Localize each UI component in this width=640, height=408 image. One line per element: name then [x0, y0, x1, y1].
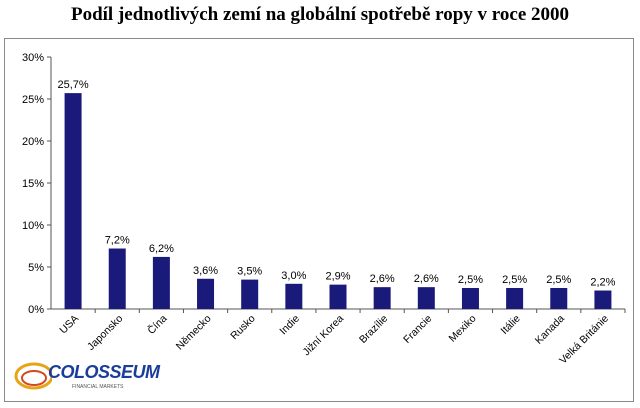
bar [108, 248, 126, 309]
data-label: 3,5% [237, 266, 262, 278]
category-label: Francie [401, 313, 434, 346]
category-label: USA [57, 313, 81, 337]
data-label: 6,2% [149, 243, 174, 255]
y-tick-label: 15% [22, 178, 44, 190]
data-label: 2,6% [414, 273, 439, 285]
category-label: Japonsko [85, 313, 125, 353]
data-label: 2,5% [502, 274, 527, 286]
bar [329, 284, 347, 309]
data-label: 7,2% [105, 235, 130, 247]
bar [461, 288, 479, 309]
category-label: Rusko [228, 313, 258, 343]
colosseum-logo: COLOSSEUM FINANCIAL MARKETS [12, 358, 162, 398]
category-label: Kanada [533, 313, 567, 347]
bar [197, 278, 215, 309]
y-tick-label: 10% [22, 220, 44, 232]
y-tick-label: 25% [22, 94, 44, 106]
bar [550, 288, 568, 309]
bar [506, 288, 524, 309]
y-tick-label: 0% [28, 304, 44, 316]
bar [417, 287, 435, 309]
bar [373, 287, 391, 309]
logo-text: COLOSSEUM [48, 362, 160, 382]
category-label: Čína [145, 312, 170, 337]
chart-title: Podíl jednotlivých zemí na globální spot… [70, 4, 570, 25]
y-tick-label: 30% [22, 52, 44, 64]
data-label: 2,2% [590, 277, 615, 289]
category-label: Německo [174, 313, 214, 353]
data-label: 3,6% [193, 265, 218, 277]
y-tick-label: 20% [22, 136, 44, 148]
category-label: Mexiko [447, 313, 479, 345]
data-label: 25,7% [57, 79, 88, 91]
bar [152, 256, 170, 309]
category-label: Brazílie [357, 313, 390, 346]
category-label: Jižní Korea [300, 313, 346, 359]
y-tick-label: 5% [28, 262, 44, 274]
logo-subtext: FINANCIAL MARKETS [72, 384, 124, 390]
bar-chart: 0% 5% 10% 15% 20% 25% 30% 25,7% USA 7,2% Japonsko 6… [22, 52, 626, 367]
data-label: 3,0% [281, 270, 306, 282]
category-label: Indie [277, 313, 302, 338]
bar [241, 279, 259, 309]
category-label: Itálie [499, 313, 523, 337]
bar [285, 283, 303, 309]
bar [594, 290, 612, 309]
bar [64, 93, 82, 309]
data-label: 2,5% [546, 274, 571, 286]
logo-swoosh-icon [14, 362, 52, 390]
chart-frame: 0% 5% 10% 15% 20% 25% 30% 25,7% USA 7,2% Japonsko 6… [4, 38, 634, 402]
data-label: 2,5% [458, 274, 483, 286]
data-label: 2,6% [370, 273, 395, 285]
data-label: 2,9% [325, 271, 350, 283]
